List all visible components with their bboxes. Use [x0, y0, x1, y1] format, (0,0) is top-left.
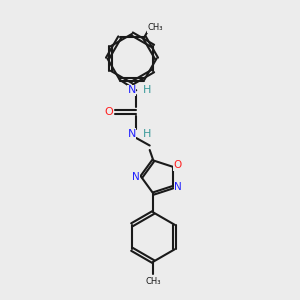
- Text: H: H: [142, 128, 151, 139]
- Text: CH₃: CH₃: [148, 23, 163, 32]
- Text: H: H: [142, 85, 151, 95]
- Text: O: O: [173, 160, 182, 170]
- Text: O: O: [105, 107, 114, 117]
- Text: N: N: [174, 182, 182, 192]
- Text: N: N: [128, 85, 136, 95]
- Text: N: N: [132, 172, 140, 182]
- Text: CH₃: CH₃: [146, 277, 161, 286]
- Text: N: N: [128, 128, 136, 139]
